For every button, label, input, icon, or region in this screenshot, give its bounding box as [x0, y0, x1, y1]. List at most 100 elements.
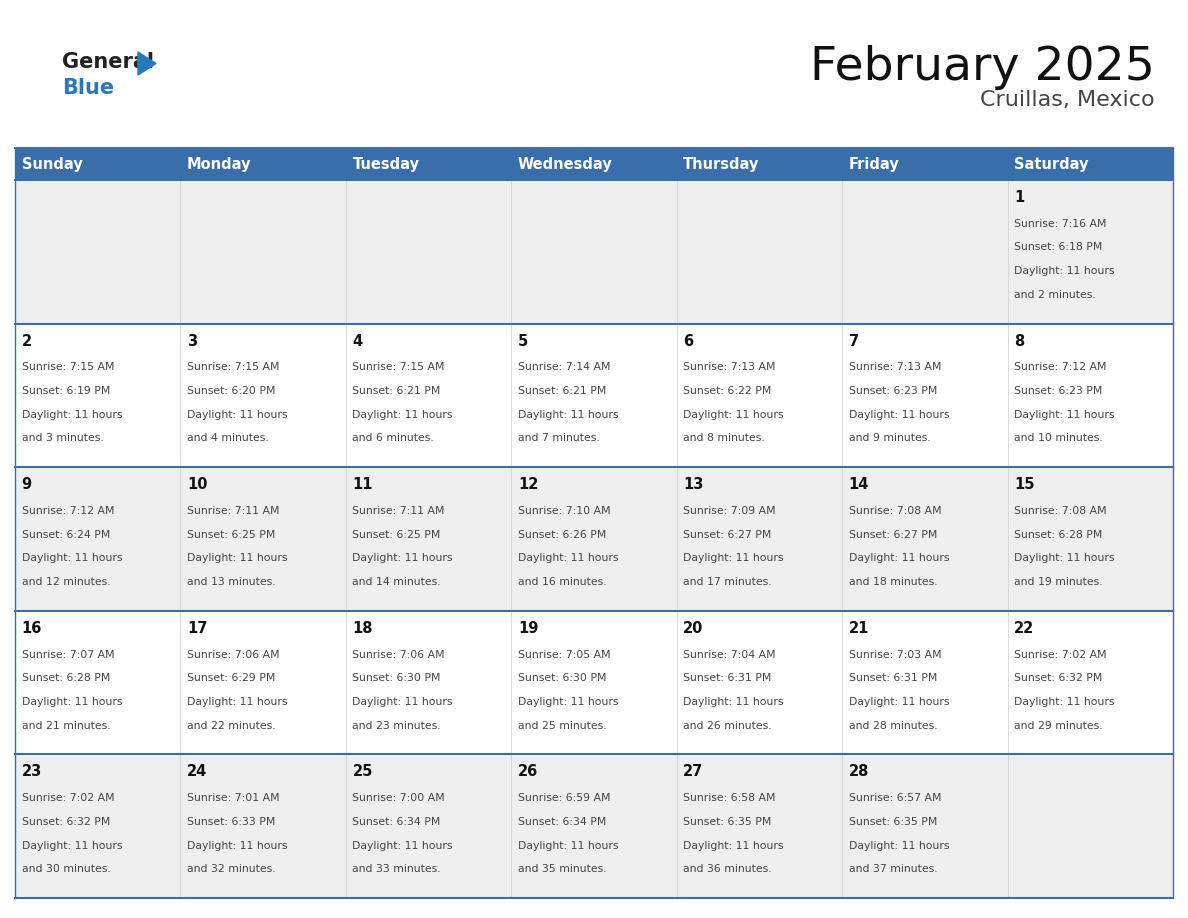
Bar: [511, 324, 677, 467]
Text: 7: 7: [848, 333, 859, 349]
Text: Sunrise: 7:02 AM: Sunrise: 7:02 AM: [21, 793, 114, 803]
Text: Blue: Blue: [62, 78, 114, 98]
Text: Sunset: 6:32 PM: Sunset: 6:32 PM: [21, 817, 110, 827]
Text: 3: 3: [187, 333, 197, 349]
Text: Sunrise: 7:07 AM: Sunrise: 7:07 AM: [21, 650, 114, 659]
Text: Daylight: 11 hours: Daylight: 11 hours: [848, 409, 949, 420]
Text: Sunset: 6:30 PM: Sunset: 6:30 PM: [518, 673, 606, 683]
Text: and 4 minutes.: and 4 minutes.: [187, 433, 268, 443]
Text: Sunset: 6:25 PM: Sunset: 6:25 PM: [187, 530, 276, 540]
Bar: [346, 610, 511, 755]
Text: Sunset: 6:29 PM: Sunset: 6:29 PM: [187, 673, 276, 683]
Text: and 7 minutes.: and 7 minutes.: [518, 433, 600, 443]
Text: and 36 minutes.: and 36 minutes.: [683, 864, 772, 874]
Text: Daylight: 11 hours: Daylight: 11 hours: [353, 409, 453, 420]
Text: and 17 minutes.: and 17 minutes.: [683, 577, 772, 587]
Bar: [842, 324, 1007, 467]
Text: Sunrise: 7:04 AM: Sunrise: 7:04 AM: [683, 650, 776, 659]
Bar: [346, 324, 511, 467]
Text: Sunrise: 6:58 AM: Sunrise: 6:58 AM: [683, 793, 776, 803]
Bar: [842, 755, 1007, 898]
Text: 26: 26: [518, 765, 538, 779]
Text: and 2 minutes.: and 2 minutes.: [1015, 290, 1097, 300]
Text: 28: 28: [848, 765, 870, 779]
Bar: [842, 610, 1007, 755]
Bar: [15, 180, 181, 324]
Text: and 12 minutes.: and 12 minutes.: [21, 577, 110, 587]
Text: and 28 minutes.: and 28 minutes.: [848, 721, 937, 731]
Text: Cruillas, Mexico: Cruillas, Mexico: [980, 90, 1155, 110]
Bar: [677, 148, 842, 180]
Text: 9: 9: [21, 477, 32, 492]
Text: Daylight: 11 hours: Daylight: 11 hours: [848, 554, 949, 564]
Text: February 2025: February 2025: [810, 45, 1155, 90]
Text: Daylight: 11 hours: Daylight: 11 hours: [353, 841, 453, 851]
Text: Daylight: 11 hours: Daylight: 11 hours: [353, 697, 453, 707]
Text: 8: 8: [1015, 333, 1024, 349]
Text: Daylight: 11 hours: Daylight: 11 hours: [518, 554, 619, 564]
Text: Sunset: 6:34 PM: Sunset: 6:34 PM: [353, 817, 441, 827]
Text: Sunrise: 6:59 AM: Sunrise: 6:59 AM: [518, 793, 611, 803]
Text: and 22 minutes.: and 22 minutes.: [187, 721, 276, 731]
Text: Sunset: 6:35 PM: Sunset: 6:35 PM: [683, 817, 772, 827]
Text: Daylight: 11 hours: Daylight: 11 hours: [187, 554, 287, 564]
Text: Daylight: 11 hours: Daylight: 11 hours: [848, 697, 949, 707]
Text: Daylight: 11 hours: Daylight: 11 hours: [518, 841, 619, 851]
Text: Sunrise: 7:09 AM: Sunrise: 7:09 AM: [683, 506, 776, 516]
Text: Sunrise: 7:10 AM: Sunrise: 7:10 AM: [518, 506, 611, 516]
Text: Daylight: 11 hours: Daylight: 11 hours: [848, 841, 949, 851]
Text: Sunset: 6:31 PM: Sunset: 6:31 PM: [848, 673, 937, 683]
Text: Sunset: 6:21 PM: Sunset: 6:21 PM: [518, 386, 606, 396]
Text: 20: 20: [683, 621, 703, 636]
Bar: [181, 467, 346, 610]
Text: Friday: Friday: [848, 156, 899, 172]
Text: Daylight: 11 hours: Daylight: 11 hours: [683, 697, 784, 707]
Text: Daylight: 11 hours: Daylight: 11 hours: [21, 841, 122, 851]
Text: Wednesday: Wednesday: [518, 156, 613, 172]
Text: Daylight: 11 hours: Daylight: 11 hours: [683, 554, 784, 564]
Text: and 25 minutes.: and 25 minutes.: [518, 721, 607, 731]
Text: Sunset: 6:19 PM: Sunset: 6:19 PM: [21, 386, 110, 396]
Text: Sunset: 6:25 PM: Sunset: 6:25 PM: [353, 530, 441, 540]
Text: 10: 10: [187, 477, 208, 492]
Bar: [677, 180, 842, 324]
Text: 2: 2: [21, 333, 32, 349]
Text: Saturday: Saturday: [1015, 156, 1088, 172]
Bar: [677, 324, 842, 467]
Text: and 14 minutes.: and 14 minutes.: [353, 577, 441, 587]
Text: 5: 5: [518, 333, 529, 349]
Text: Sunset: 6:18 PM: Sunset: 6:18 PM: [1015, 242, 1102, 252]
Text: Daylight: 11 hours: Daylight: 11 hours: [21, 409, 122, 420]
Text: and 19 minutes.: and 19 minutes.: [1015, 577, 1102, 587]
Text: and 10 minutes.: and 10 minutes.: [1015, 433, 1102, 443]
Bar: [346, 148, 511, 180]
Text: and 37 minutes.: and 37 minutes.: [848, 864, 937, 874]
Text: Sunrise: 7:12 AM: Sunrise: 7:12 AM: [21, 506, 114, 516]
Bar: [15, 755, 181, 898]
Text: Sunset: 6:28 PM: Sunset: 6:28 PM: [1015, 530, 1102, 540]
Text: Sunset: 6:32 PM: Sunset: 6:32 PM: [1015, 673, 1102, 683]
Text: Daylight: 11 hours: Daylight: 11 hours: [1015, 554, 1114, 564]
Bar: [181, 180, 346, 324]
Text: Sunrise: 7:02 AM: Sunrise: 7:02 AM: [1015, 650, 1107, 659]
Text: Sunrise: 7:11 AM: Sunrise: 7:11 AM: [353, 506, 446, 516]
Bar: [842, 180, 1007, 324]
Text: Daylight: 11 hours: Daylight: 11 hours: [21, 697, 122, 707]
Text: 15: 15: [1015, 477, 1035, 492]
Text: Sunset: 6:30 PM: Sunset: 6:30 PM: [353, 673, 441, 683]
Text: 4: 4: [353, 333, 362, 349]
Text: and 6 minutes.: and 6 minutes.: [353, 433, 435, 443]
Text: Sunrise: 7:15 AM: Sunrise: 7:15 AM: [21, 363, 114, 373]
Polygon shape: [138, 52, 156, 75]
Text: Thursday: Thursday: [683, 156, 759, 172]
Text: and 21 minutes.: and 21 minutes.: [21, 721, 110, 731]
Bar: [511, 755, 677, 898]
Text: and 29 minutes.: and 29 minutes.: [1015, 721, 1102, 731]
Bar: [511, 610, 677, 755]
Text: Sunrise: 6:57 AM: Sunrise: 6:57 AM: [848, 793, 941, 803]
Text: Sunset: 6:22 PM: Sunset: 6:22 PM: [683, 386, 772, 396]
Text: 21: 21: [848, 621, 870, 636]
Text: Sunrise: 7:06 AM: Sunrise: 7:06 AM: [187, 650, 279, 659]
Text: Monday: Monday: [187, 156, 252, 172]
Text: General: General: [62, 52, 154, 72]
